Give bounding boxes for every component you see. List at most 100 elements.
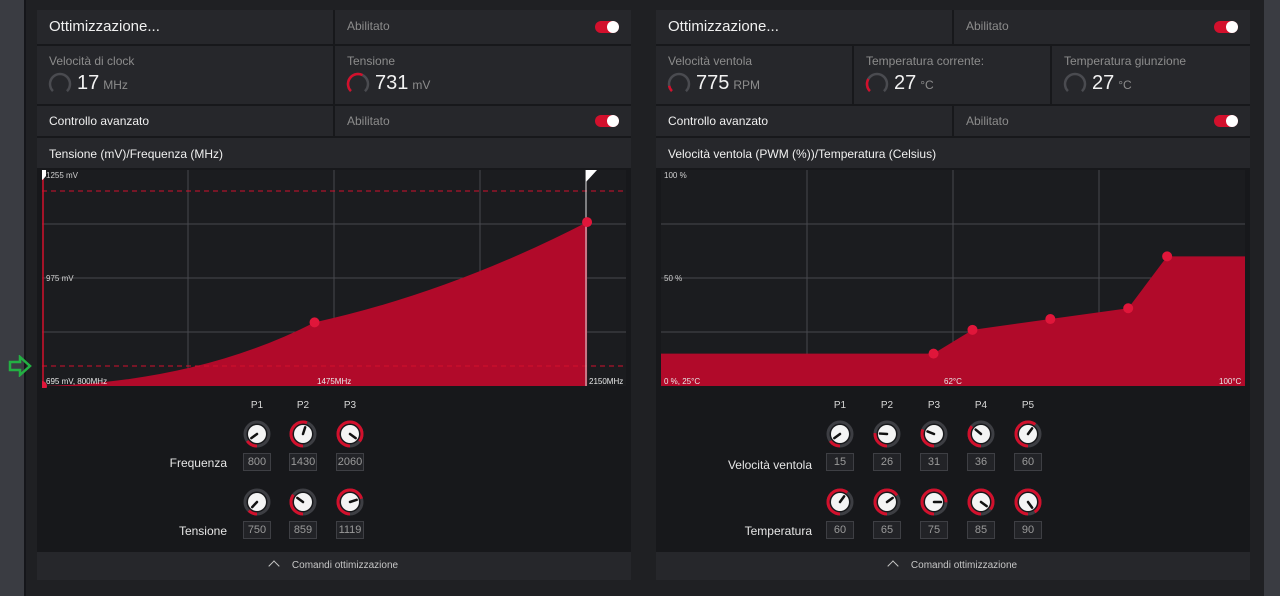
- fan-p1-knob[interactable]: [826, 420, 854, 448]
- junction-gauge-icon: [1063, 72, 1087, 96]
- temp-p4-knob[interactable]: [967, 488, 995, 516]
- fan-p5-value[interactable]: 60: [1014, 453, 1042, 471]
- temp-p5-knob[interactable]: [1014, 488, 1042, 516]
- max-freq-handle: [586, 170, 597, 182]
- left-edge-strip: [0, 0, 26, 596]
- panel-title: Ottimizzazione...: [668, 18, 779, 35]
- current-temp-label: Temperatura corrente:: [866, 54, 985, 68]
- curve-point-p3: [582, 217, 593, 228]
- fan-p3-knob[interactable]: [920, 420, 948, 448]
- frequency-p1-knob[interactable]: [243, 420, 271, 448]
- fan-speed-metric: Velocità ventola 775 RPM: [656, 46, 852, 104]
- advanced-control-label: Controllo avanzato: [49, 114, 150, 128]
- junction-temp-value: 27 °C: [1092, 72, 1132, 94]
- clock-label: Velocità di clock: [49, 54, 135, 68]
- advanced-control-label: Controllo avanzato: [668, 114, 769, 128]
- chart-label-mid: 975 mV: [46, 274, 74, 283]
- tuning-controls-toggle[interactable]: Comandi ottimizzazione: [37, 552, 631, 580]
- chart-label-bottom-mid: 62°C: [944, 377, 962, 386]
- advanced-control-row: Controllo avanzato: [656, 106, 952, 136]
- voltage-label: Tensione: [347, 54, 396, 68]
- temp-p3-value[interactable]: 75: [920, 521, 948, 539]
- chart-label-bottom-right: 100°C: [1219, 377, 1242, 386]
- temp-p5-value[interactable]: 90: [1014, 521, 1042, 539]
- temp-p2-value[interactable]: 65: [873, 521, 901, 539]
- voltage-p3-value[interactable]: 1119: [336, 521, 364, 539]
- enable-row: Abilitato: [954, 10, 1250, 44]
- fan-p2-knob[interactable]: [873, 420, 901, 448]
- frequency-p2-knob[interactable]: [289, 420, 317, 448]
- p3-label: P3: [927, 400, 941, 411]
- temp-p2-knob[interactable]: [873, 488, 901, 516]
- temp-p1-knob[interactable]: [826, 488, 854, 516]
- fan-speed-value: 775 RPM: [696, 72, 761, 94]
- current-temp-metric: Temperatura corrente: 27 °C: [854, 46, 1050, 104]
- p4-label: P4: [974, 400, 988, 411]
- chart-label-bottom-left: 695 mV, 800MHz: [46, 377, 107, 386]
- frequency-p3-knob[interactable]: [336, 420, 364, 448]
- fan-tuning-panel: Ottimizzazione... Abilitato Velocità ven…: [656, 10, 1250, 580]
- current-temp-value: 27 °C: [894, 72, 934, 94]
- curve-point-controls: P1 P2 P3 Frequenza 800 1430 2060 Tension…: [37, 390, 631, 550]
- frequency-row-label: Frequenza: [169, 456, 227, 470]
- p1-label: P1: [833, 400, 847, 411]
- p1-label: P1: [250, 400, 264, 411]
- enable-toggle[interactable]: [1214, 21, 1238, 33]
- voltage-p3-knob[interactable]: [336, 488, 364, 516]
- chart-points: [928, 251, 1173, 359]
- voltage-p2-knob[interactable]: [289, 488, 317, 516]
- curve-point-p1: [928, 348, 939, 359]
- chart-label-mid: 50 %: [664, 274, 682, 283]
- clock-value: 17 MHz: [77, 72, 128, 94]
- panel-header: Ottimizzazione...: [37, 10, 333, 44]
- frequency-p3-value[interactable]: 2060: [336, 453, 364, 471]
- voltage-p1-value[interactable]: 750: [243, 521, 271, 539]
- fan-p2-value[interactable]: 26: [873, 453, 901, 471]
- voltage-p1-knob[interactable]: [243, 488, 271, 516]
- advanced-enable-row: Abilitato: [954, 106, 1250, 136]
- voltage-p2-value[interactable]: 859: [289, 521, 317, 539]
- frequency-p2-value[interactable]: 1430: [289, 453, 317, 471]
- enable-toggle[interactable]: [595, 21, 619, 33]
- voltage-metric: Tensione 731 mV: [335, 46, 631, 104]
- p2-label: P2: [296, 400, 310, 411]
- fan-temperature-chart[interactable]: 100 % 50 % 0 %, 25°C 62°C 100°C: [661, 170, 1245, 388]
- arrow-right-icon: [8, 355, 32, 377]
- graph-title: Velocità ventola (PWM (%))/Temperatura (…: [668, 147, 937, 161]
- right-edge-strip: [1264, 0, 1280, 596]
- junction-temp-label: Temperatura giunzione: [1064, 54, 1187, 68]
- temp-p4-value[interactable]: 85: [967, 521, 995, 539]
- tuning-controls-toggle[interactable]: Comandi ottimizzazione: [656, 552, 1250, 580]
- chevron-up-icon: [887, 560, 899, 572]
- fan-p5-knob[interactable]: [1014, 420, 1042, 448]
- curve-point-p2: [309, 317, 320, 328]
- chart-label-top: 100 %: [664, 171, 687, 180]
- panel-title: Ottimizzazione...: [49, 18, 160, 35]
- advanced-toggle[interactable]: [1214, 115, 1238, 127]
- advanced-toggle[interactable]: [595, 115, 619, 127]
- fan-p3-value[interactable]: 31: [920, 453, 948, 471]
- curve-point-p2: [967, 324, 978, 335]
- fan-p4-value[interactable]: 36: [967, 453, 995, 471]
- graph-title-row: Velocità ventola (PWM (%))/Temperatura (…: [656, 138, 1250, 168]
- voltage-gauge-icon: [346, 72, 370, 96]
- advanced-control-row: Controllo avanzato: [37, 106, 333, 136]
- fan-speed-label: Velocità ventola: [668, 54, 753, 68]
- chart-label-bottom-mid: 1475MHz: [317, 377, 351, 386]
- p3-label: P3: [343, 400, 357, 411]
- temp-p1-value[interactable]: 60: [826, 521, 854, 539]
- enabled-label: Abilitato: [966, 19, 1009, 33]
- frequency-p1-value[interactable]: 800: [243, 453, 271, 471]
- temperature-row-label: Temperatura: [744, 524, 812, 538]
- fan-p1-value[interactable]: 15: [826, 453, 854, 471]
- temp-p3-knob[interactable]: [920, 488, 948, 516]
- chevron-up-icon: [268, 560, 280, 572]
- fan-p4-knob[interactable]: [967, 420, 995, 448]
- clock-gauge-icon: [48, 72, 72, 96]
- fan-curve-area: [661, 256, 1245, 386]
- curve-point-p3: [1045, 314, 1056, 325]
- fan-gauge-icon: [667, 72, 691, 96]
- curve-point-controls: P1 P2 P3 P4 P5 Velocità ventola 15 26 31…: [656, 390, 1250, 550]
- voltage-frequency-chart[interactable]: 1255 mV 975 mV 695 mV, 800MHz 1475MHz 21…: [42, 170, 626, 388]
- gpu-tuning-panel: Ottimizzazione... Abilitato Velocità di …: [37, 10, 631, 580]
